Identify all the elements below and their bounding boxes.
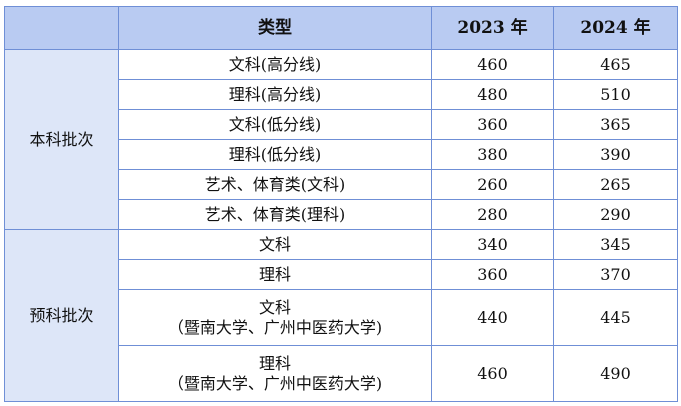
score-2024: 445 (553, 289, 678, 346)
table-row: 本科批次 文科(高分线) 460 465 (4, 49, 678, 230)
header-row: 类型 2023 年 2024 年 (4, 6, 678, 50)
type-cell: 理科(低分线) (118, 139, 432, 170)
score-2024: 365 (553, 109, 678, 140)
score-2024: 510 (553, 79, 678, 110)
score-2024: 345 (553, 229, 678, 260)
score-2024: 465 (553, 49, 678, 80)
type-cell: 理科 (118, 259, 432, 290)
header-corner (4, 6, 119, 50)
table-row: 理科 360 370 (5, 259, 678, 290)
table-row: 艺术、体育类(理科) 280 290 (5, 199, 678, 230)
score-2023: 360 (431, 109, 554, 140)
type-cell: 文科 （暨南大学、广州中医药大学) (118, 289, 432, 346)
table-row: 理科(低分线) 380 390 (5, 139, 678, 170)
score-2024: 290 (553, 199, 678, 230)
score-2023: 380 (431, 139, 554, 170)
table-row: 文科 （暨南大学、广州中医药大学) 440 445 (5, 289, 678, 346)
table-row: 文科(低分线) 360 365 (5, 109, 678, 140)
score-2023: 260 (431, 169, 554, 200)
type-line: 理科 (258, 353, 291, 373)
score-2023: 360 (431, 259, 554, 290)
score-2023: 340 (431, 229, 554, 260)
table-row: 理科 （暨南大学、广州中医药大学) 460 490 (5, 345, 678, 402)
score-2024: 370 (553, 259, 678, 290)
type-cell: 艺术、体育类(文科) (118, 169, 432, 200)
table-row: 预科批次 文科 340 345 (4, 229, 678, 402)
type-cell: 理科(高分线) (118, 79, 432, 110)
type-cell: 文科 (118, 229, 432, 260)
batch-label: 预科批次 (4, 229, 119, 402)
type-note: （暨南大学、广州中医药大学) (167, 317, 383, 337)
header-2023: 2023 年 (431, 6, 554, 50)
type-cell: 文科(低分线) (118, 109, 432, 140)
type-cell: 理科 （暨南大学、广州中医药大学) (118, 345, 432, 402)
score-2023: 460 (431, 345, 554, 402)
score-2023: 480 (431, 79, 554, 110)
batch-label: 本科批次 (4, 49, 119, 230)
header-2024: 2024 年 (553, 6, 678, 50)
score-2023: 460 (431, 49, 554, 80)
score-2023: 440 (431, 289, 554, 346)
score-2024: 490 (553, 345, 678, 402)
type-line: 文科 (258, 297, 291, 317)
score-table-container: 类型 2023 年 2024 年 本科批次 文科(高分线) 460 465 理科… (4, 6, 678, 402)
score-2024: 265 (553, 169, 678, 200)
type-cell: 文科(高分线) (118, 49, 432, 80)
score-2024: 390 (553, 139, 678, 170)
header-type: 类型 (118, 6, 432, 50)
type-note: （暨南大学、广州中医药大学) (167, 373, 383, 393)
score-2023: 280 (431, 199, 554, 230)
table-row: 理科(高分线) 480 510 (5, 79, 678, 110)
table-row: 艺术、体育类(文科) 260 265 (5, 169, 678, 200)
score-table: 类型 2023 年 2024 年 本科批次 文科(高分线) 460 465 理科… (4, 6, 678, 402)
type-cell: 艺术、体育类(理科) (118, 199, 432, 230)
